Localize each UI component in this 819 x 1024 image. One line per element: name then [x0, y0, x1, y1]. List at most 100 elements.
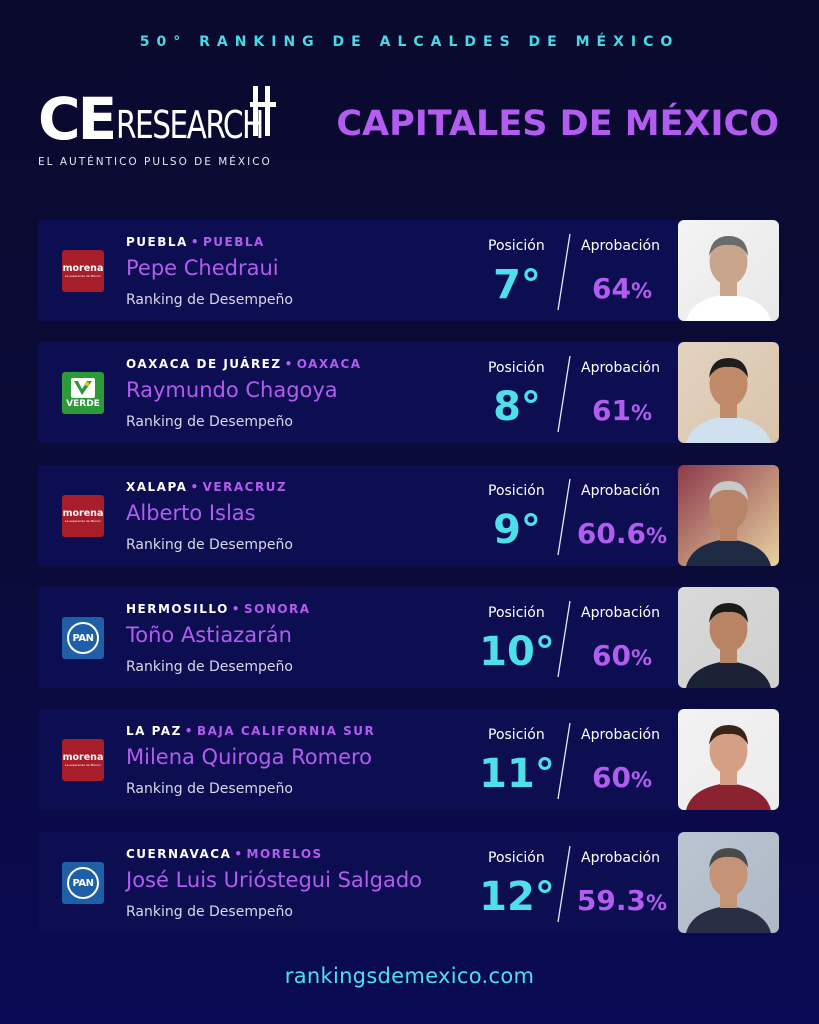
- mayor-photo: [678, 342, 779, 443]
- location-label: XALAPA • VERACRUZ: [126, 480, 287, 494]
- portrait-image: [678, 220, 779, 321]
- position-value: 8°: [493, 384, 541, 430]
- party-logo-text: PAN: [72, 877, 94, 889]
- pan-circle-icon: PAN: [67, 867, 99, 899]
- location-label: CUERNAVACA • MORELOS: [126, 847, 323, 861]
- slash-divider: [557, 600, 571, 678]
- percent-sign: %: [630, 279, 652, 303]
- position-value: 11°: [479, 751, 555, 797]
- approval-number: 60.6: [576, 517, 647, 550]
- state-name: OAXACA: [296, 357, 362, 371]
- page-title: CAPITALES DE MÉXICO: [336, 104, 779, 144]
- portrait-image: [678, 342, 779, 443]
- approval-number: 59.3: [576, 884, 647, 917]
- portrait-image: [678, 832, 779, 933]
- position-label: Posición: [488, 605, 545, 621]
- percent-sign: %: [630, 768, 652, 792]
- mayor-photo: [678, 832, 779, 933]
- mayor-photo: [678, 709, 779, 810]
- city-name: XALAPA: [126, 480, 188, 494]
- approval-label: Aprobación: [581, 360, 660, 376]
- state-name: SONORA: [243, 602, 311, 616]
- location-label: LA PAZ • BAJA CALIFORNIA SUR: [126, 724, 375, 738]
- ranking-banner: 50° RANKING DE ALCALDES DE MÉXICO: [139, 34, 680, 50]
- city-name: OAXACA DE JUÁREZ: [126, 357, 282, 371]
- slash-divider: [557, 845, 571, 923]
- verde-logo-icon: VERDE: [62, 372, 104, 414]
- position-label: Posición: [488, 360, 545, 376]
- party-logo-text: PAN: [72, 632, 94, 644]
- mayor-name: Raymundo Chagoya: [126, 378, 338, 402]
- mayor-card: PAN HERMOSILLO • SONORA Toño Astiazarán Ra…: [38, 587, 779, 688]
- approval-value: 60%: [566, 639, 678, 675]
- ranking-subtitle: Ranking de Desempeño: [126, 781, 293, 797]
- position-value: 12°: [479, 874, 555, 920]
- ranking-subtitle: Ranking de Desempeño: [126, 292, 293, 308]
- mayor-photo: [678, 220, 779, 321]
- mayor-card: morena La esperanza de México PUEBLA • PUE…: [38, 220, 779, 321]
- mayor-name: Pepe Chedraui: [126, 256, 279, 280]
- party-logo-subtext: La esperanza de México: [64, 763, 102, 767]
- approval-label: Aprobación: [581, 605, 660, 621]
- party-logo-text: VERDE: [66, 399, 100, 409]
- state-name: PUEBLA: [203, 235, 265, 249]
- portrait-image: [678, 709, 779, 810]
- ranking-subtitle: Ranking de Desempeño: [126, 537, 293, 553]
- approval-label: Aprobación: [581, 850, 660, 866]
- location-label: OAXACA DE JUÁREZ • OAXACA: [126, 357, 362, 371]
- ranking-subtitle: Ranking de Desempeño: [126, 659, 293, 675]
- approval-label: Aprobación: [581, 483, 660, 499]
- ce-research-logo: CE RESEARCH EL AUTÉNTICO PULSO DE MÉXICO: [38, 84, 304, 168]
- ranking-subtitle: Ranking de Desempeño: [126, 904, 293, 920]
- position-label: Posición: [488, 727, 545, 743]
- slash-divider: [557, 478, 571, 556]
- approval-label: Aprobación: [581, 727, 660, 743]
- pan-circle-icon: PAN: [67, 622, 99, 654]
- position-value: 7°: [493, 262, 541, 308]
- separator-dot: •: [184, 724, 194, 738]
- approval-number: 61: [591, 394, 631, 427]
- mayor-name: Alberto Islas: [126, 501, 256, 525]
- pan-logo-icon: PAN: [62, 862, 104, 904]
- party-logo-text: morena: [62, 508, 104, 519]
- position-label: Posición: [488, 850, 545, 866]
- state-name: BAJA CALIFORNIA SUR: [196, 724, 376, 738]
- slash-divider: [557, 722, 571, 800]
- city-name: LA PAZ: [126, 724, 182, 738]
- party-logo-subtext: La esperanza de México: [64, 274, 102, 278]
- pan-logo-icon: PAN: [62, 617, 104, 659]
- approval-number: 60: [591, 761, 631, 794]
- approval-value: 60%: [566, 761, 678, 797]
- separator-dot: •: [190, 480, 200, 494]
- logo-tagline: EL AUTÉNTICO PULSO DE MÉXICO: [38, 156, 272, 168]
- portrait-image: [678, 587, 779, 688]
- city-name: CUERNAVACA: [126, 847, 232, 861]
- logo-mark-icon: [250, 86, 276, 136]
- location-label: HERMOSILLO • SONORA: [126, 602, 311, 616]
- approval-value: 61%: [566, 394, 678, 430]
- slash-divider: [557, 355, 571, 433]
- position-label: Posición: [488, 238, 545, 254]
- position-value: 9°: [493, 507, 541, 553]
- city-name: PUEBLA: [126, 235, 188, 249]
- mayor-card: PAN CUERNAVACA • MORELOS José Luis Urióste…: [38, 832, 779, 933]
- approval-value: 64%: [566, 272, 678, 308]
- party-logo-text: morena: [62, 263, 104, 274]
- party-logo-text: morena: [62, 752, 104, 763]
- morena-logo-icon: morena La esperanza de México: [62, 495, 104, 537]
- party-logo-subtext: La esperanza de México: [64, 519, 102, 523]
- approval-label: Aprobación: [581, 238, 660, 254]
- approval-value: 59.3%: [566, 884, 678, 920]
- slash-divider: [557, 233, 571, 311]
- website-link[interactable]: rankingsdemexico.com: [284, 964, 535, 988]
- toucan-icon: [71, 378, 95, 398]
- mayor-name: Toño Astiazarán: [126, 623, 292, 647]
- separator-dot: •: [284, 357, 294, 371]
- mayor-name: Milena Quiroga Romero: [126, 745, 373, 769]
- percent-sign: %: [646, 891, 668, 915]
- location-label: PUEBLA • PUEBLA: [126, 235, 265, 249]
- ranking-subtitle: Ranking de Desempeño: [126, 414, 293, 430]
- state-name: MORELOS: [246, 847, 323, 861]
- separator-dot: •: [231, 602, 241, 616]
- approval-value: 60.6%: [566, 517, 678, 553]
